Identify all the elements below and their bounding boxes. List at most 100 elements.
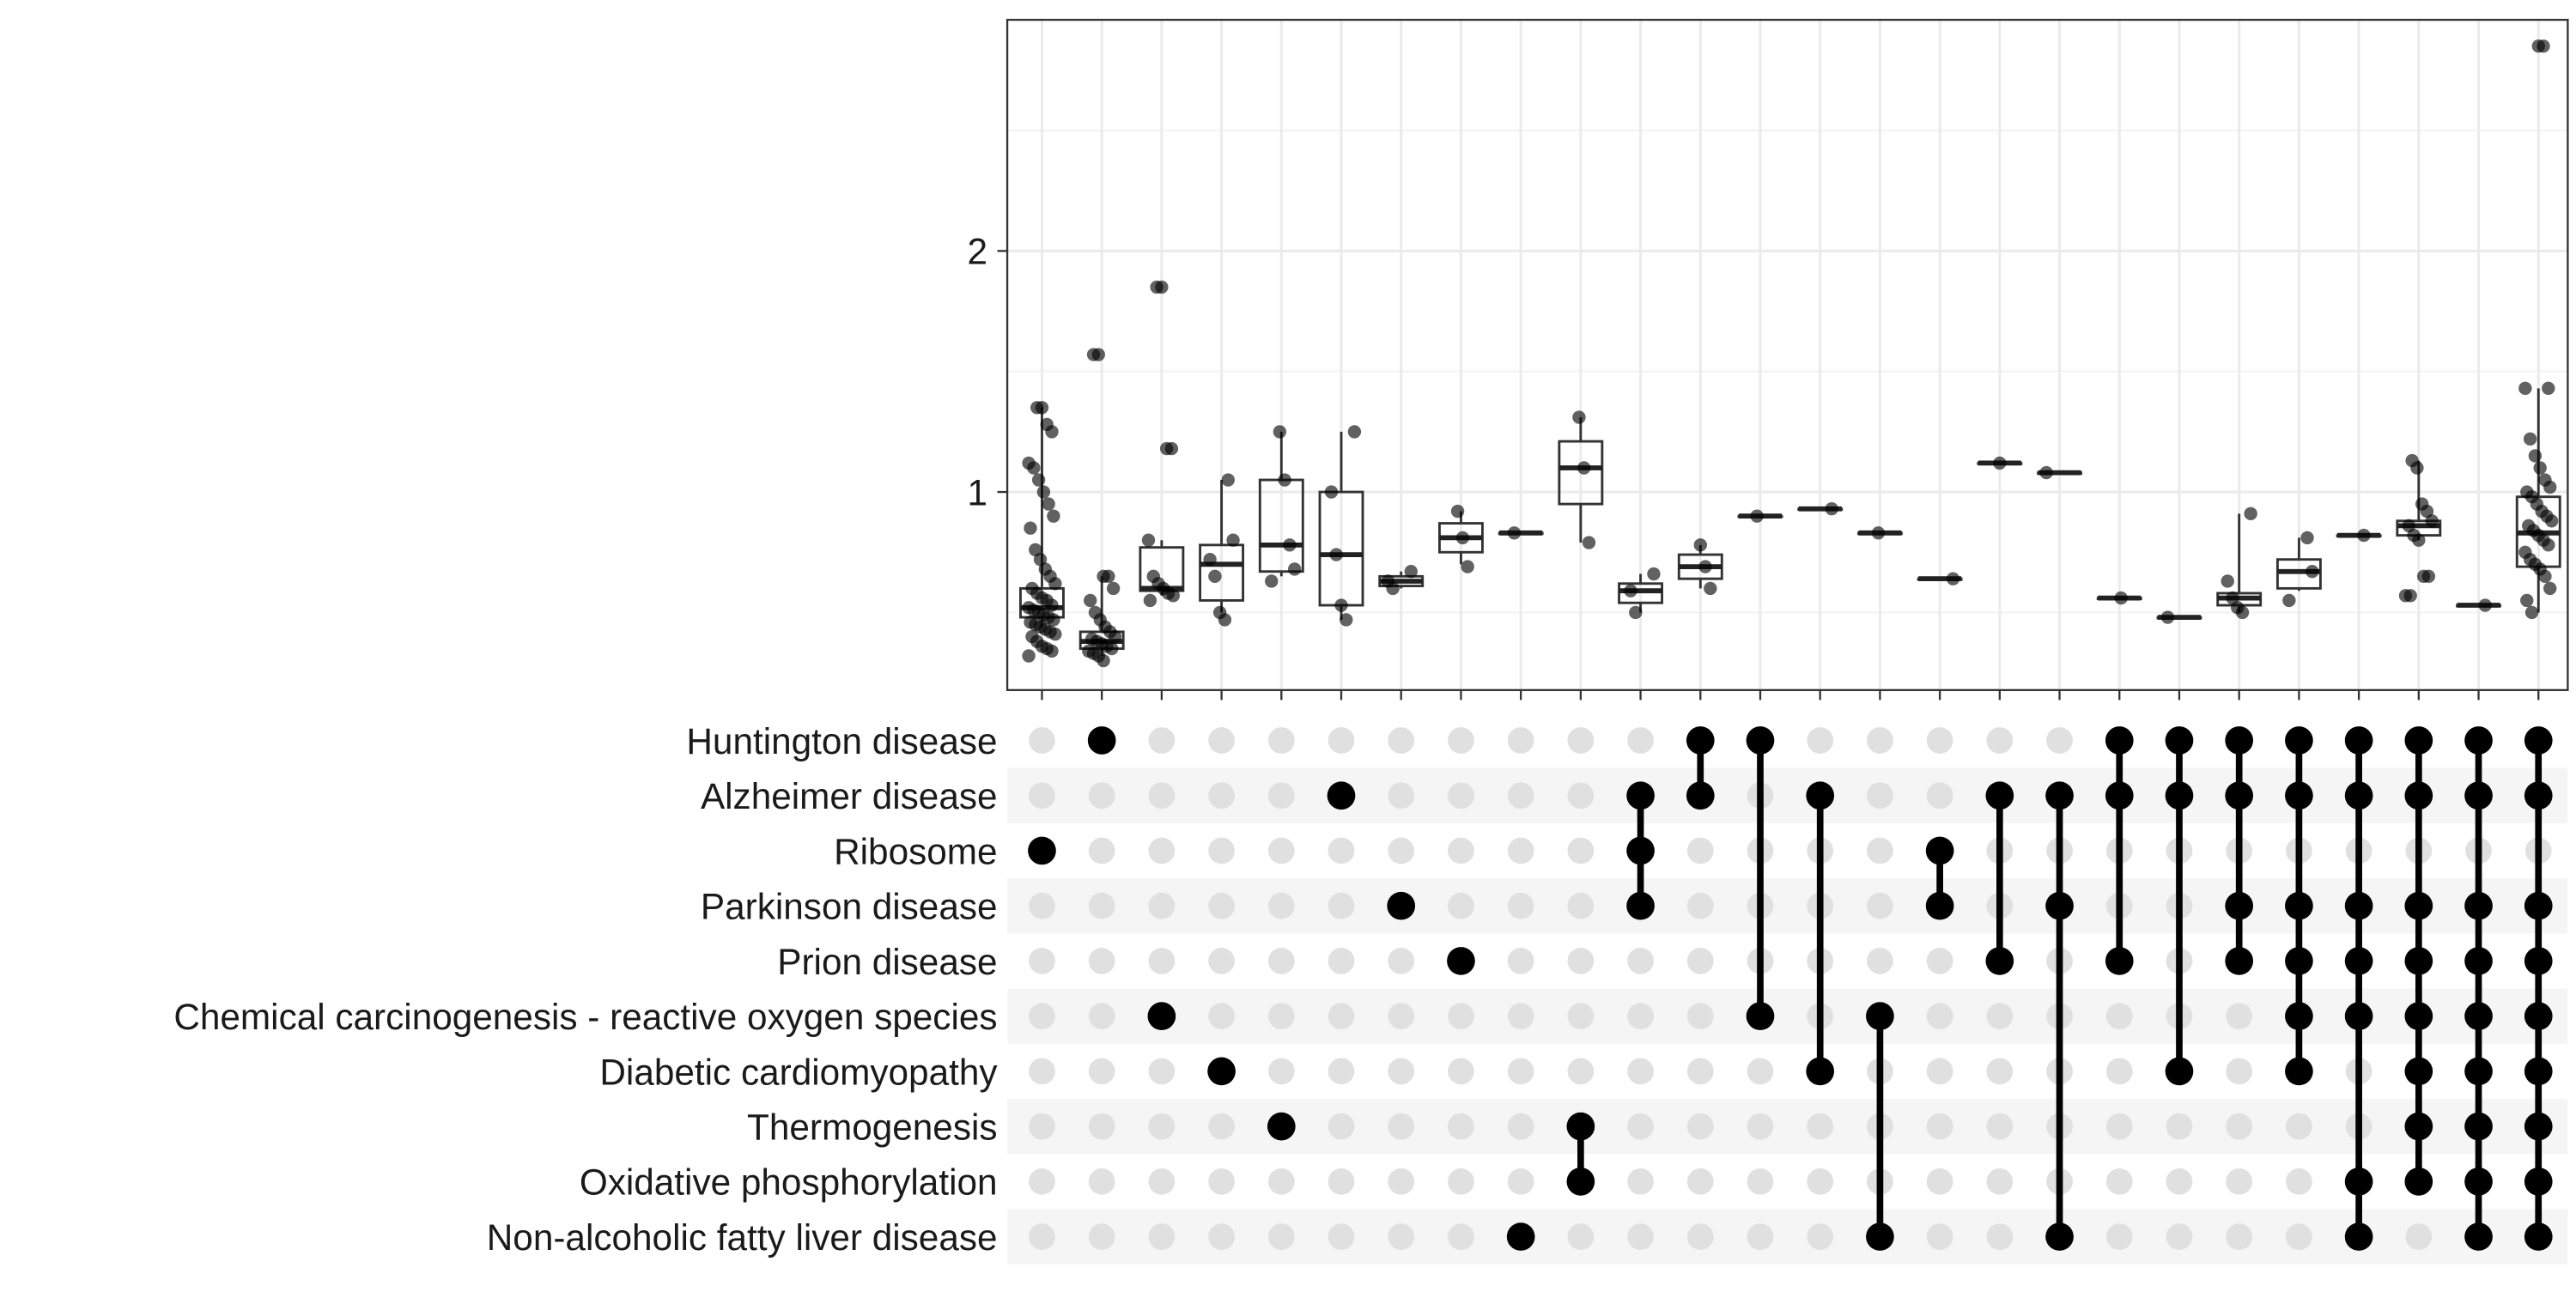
matrix-dot-inactive xyxy=(1208,727,1235,754)
matrix-dot-inactive xyxy=(2105,1168,2133,1195)
matrix-dot-inactive xyxy=(1267,1058,1295,1085)
matrix-dot-active xyxy=(1985,947,2014,975)
matrix-dot-inactive xyxy=(1388,1168,1415,1195)
matrix-dot-inactive xyxy=(1686,837,1714,864)
matrix-dot-active xyxy=(1806,781,1835,810)
data-point xyxy=(1582,536,1596,549)
matrix-dot-inactive xyxy=(1567,1058,1595,1085)
data-point xyxy=(2282,593,2296,608)
matrix-dot-inactive xyxy=(1088,1168,1115,1195)
data-point xyxy=(1086,348,1101,361)
matrix-dot-active xyxy=(2285,726,2313,755)
data-point xyxy=(2221,574,2234,588)
boxplot-group-23 xyxy=(2396,453,2442,603)
data-point xyxy=(1097,569,1110,584)
data-point xyxy=(1750,509,1764,523)
matrix-dot-inactive xyxy=(1327,1058,1355,1085)
matrix-dot-inactive xyxy=(1986,1168,2014,1195)
matrix-dot-active xyxy=(2225,947,2254,975)
plot-panel xyxy=(1007,20,2568,690)
matrix-dot-inactive xyxy=(2226,1058,2253,1085)
data-point xyxy=(1871,526,1886,540)
data-point xyxy=(1022,456,1036,470)
matrix-dot-inactive xyxy=(2105,1058,2133,1085)
matrix-dot-inactive xyxy=(2166,1113,2193,1140)
data-point xyxy=(1031,473,1046,487)
matrix-dot-inactive xyxy=(1327,1223,1355,1250)
matrix-dot-inactive xyxy=(1267,727,1295,754)
matrix-dot-inactive xyxy=(1327,1003,1355,1030)
matrix-dot-inactive xyxy=(1148,1058,1176,1085)
matrix-dot-active xyxy=(1626,836,1655,865)
data-point xyxy=(1507,526,1522,540)
set-label-8: Oxidative phosphorylation xyxy=(580,1162,998,1203)
matrix-dot-inactive xyxy=(2226,1003,2253,1030)
data-point xyxy=(2533,461,2547,475)
matrix-dot-inactive xyxy=(1807,1168,1834,1195)
matrix-dot-active xyxy=(2344,947,2373,975)
boxplot-group-7 xyxy=(1438,504,1484,573)
data-point xyxy=(1278,473,1291,487)
matrix-dot-active xyxy=(2464,1222,2493,1251)
box xyxy=(1558,440,1604,506)
data-point xyxy=(2538,473,2552,487)
matrix-dot-active xyxy=(2045,1222,2074,1251)
boxplot-group-24 xyxy=(2456,598,2501,612)
matrix-dot-inactive xyxy=(1867,837,1893,864)
data-point xyxy=(2300,531,2314,545)
matrix-dot-active xyxy=(2404,781,2433,810)
boxplot-group-10 xyxy=(1618,567,1664,620)
matrix-dot-inactive xyxy=(1388,948,1415,974)
data-point xyxy=(1088,605,1103,620)
matrix-dot-active xyxy=(2285,1002,2313,1030)
data-point xyxy=(1226,533,1240,547)
data-point xyxy=(1143,593,1157,608)
matrix-dot-inactive xyxy=(1029,1058,1055,1085)
data-point xyxy=(1265,574,1279,588)
matrix-dot-inactive xyxy=(1926,1003,1953,1030)
matrix-dot-inactive xyxy=(1388,727,1415,754)
matrix-dot-active xyxy=(1686,781,1715,810)
matrix-dot-inactive xyxy=(2226,1223,2253,1250)
set-label-1: Alzheimer disease xyxy=(701,776,998,816)
matrix-dot-inactive xyxy=(1388,1223,1415,1250)
data-point xyxy=(1577,461,1591,475)
matrix-dot-inactive xyxy=(1448,837,1474,864)
matrix-dot-inactive xyxy=(1327,948,1355,974)
matrix-dot-inactive xyxy=(1627,1168,1654,1195)
boxplot-group-0 xyxy=(1019,401,1065,663)
matrix-dot-active xyxy=(2045,781,2074,810)
boxplot-group-20 xyxy=(2216,506,2263,620)
matrix-dot-inactive xyxy=(1208,1003,1235,1030)
matrix-dot-inactive xyxy=(1507,1113,1534,1140)
matrix-dot-inactive xyxy=(1088,782,1115,810)
matrix-dot-inactive xyxy=(1088,1003,1115,1030)
matrix-dot-active xyxy=(1626,891,1655,920)
matrix-dot-inactive xyxy=(1388,782,1415,810)
matrix-dot-active xyxy=(2524,781,2553,810)
matrix-dot-inactive xyxy=(1448,782,1474,810)
data-point xyxy=(1993,456,2007,470)
matrix-dot-inactive xyxy=(1747,1168,1774,1195)
matrix-dot-active xyxy=(1087,726,1116,755)
matrix-dot-inactive xyxy=(1448,727,1474,754)
boxplot-group-25 xyxy=(2515,39,2561,620)
matrix-dot-active xyxy=(1566,1168,1595,1196)
data-point xyxy=(1288,562,1302,576)
matrix-dot-active xyxy=(2464,947,2493,975)
matrix-dot-inactive xyxy=(1627,1223,1654,1250)
matrix-dot-inactive xyxy=(1686,1113,1714,1140)
matrix-dot-inactive xyxy=(1208,1168,1235,1195)
boxplot-group-19 xyxy=(2156,610,2202,624)
matrix-dot-inactive xyxy=(1388,1113,1415,1140)
matrix-dot-inactive xyxy=(1029,1168,1055,1195)
data-point xyxy=(1624,584,1637,597)
matrix-dot-inactive xyxy=(2286,1168,2312,1195)
data-point xyxy=(1203,553,1217,567)
data-point xyxy=(1022,601,1036,615)
matrix-dot-active xyxy=(1626,781,1655,810)
matrix-stripe-9 xyxy=(1007,1209,2568,1265)
matrix-dot-inactive xyxy=(1926,948,1953,974)
matrix-dot-active xyxy=(2225,781,2254,810)
matrix-dot-inactive xyxy=(1567,782,1595,810)
